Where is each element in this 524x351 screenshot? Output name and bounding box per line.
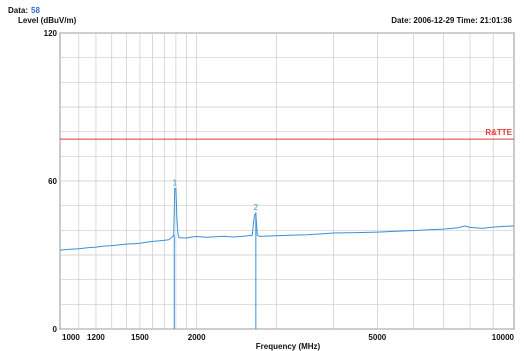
limit-line-label: R&TTE	[485, 128, 512, 137]
x-tick-label: 1500	[131, 333, 149, 342]
series-group	[59, 187, 515, 329]
x-tick-label: 1200	[87, 333, 105, 342]
tick-labels: 1000 1200 1500 2000 5000 10000 0 60 120	[44, 29, 515, 342]
y-tick-label: 0	[53, 325, 58, 334]
marker-label: 1	[173, 178, 178, 187]
y-tick-label: 120	[44, 29, 58, 38]
y-tick-label: 60	[48, 177, 57, 186]
date-time: Date: 2006-12-29 Time: 21:01:36	[391, 16, 512, 25]
limit-line-group: R&TTE	[60, 128, 514, 140]
marker-label: 2	[254, 203, 259, 212]
x-axis-label: Frequency (MHz)	[256, 342, 321, 351]
x-tick-label: 10000	[492, 333, 515, 342]
x-tick-label: 1000	[62, 333, 80, 342]
data-value: 58	[31, 6, 40, 15]
x-tick-label: 5000	[368, 333, 386, 342]
series-line	[59, 187, 515, 251]
data-label: Data:	[8, 6, 28, 15]
x-tick-label: 2000	[188, 333, 206, 342]
grid	[59, 32, 515, 330]
marker-group: 12	[173, 178, 259, 212]
y-axis-label: Level (dBuV/m)	[18, 16, 77, 25]
